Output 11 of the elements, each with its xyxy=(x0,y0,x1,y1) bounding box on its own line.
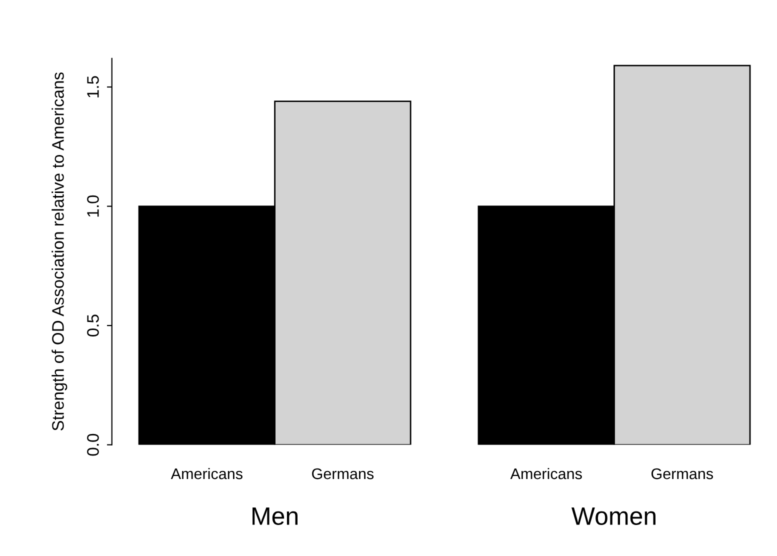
x-tick-label: Men xyxy=(252,508,298,525)
series-label: Germans xyxy=(312,468,374,480)
text: Germans xyxy=(651,468,713,480)
y-tick-label: 1.0 xyxy=(87,195,99,217)
y-tick-label: 1.5 xyxy=(87,76,99,98)
series-label: Americans xyxy=(170,468,242,480)
y-tick-label: 0.0 xyxy=(87,434,99,456)
y-axis-title: Strength of OD Association relative to Americans xyxy=(52,72,68,431)
y-tick-label: 0.5 xyxy=(87,314,99,336)
text: Americans xyxy=(510,468,582,480)
x-tick-label: Women xyxy=(572,508,656,525)
